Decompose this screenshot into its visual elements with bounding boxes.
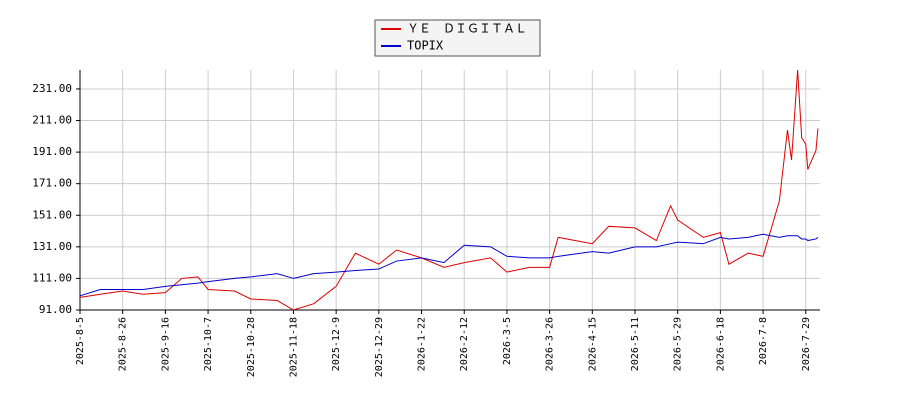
x-tick-label: 2026-7-8 <box>758 317 769 365</box>
y-tick-label: 171.00 <box>32 177 72 190</box>
x-tick-label: 2025-12-9 <box>331 317 342 371</box>
x-tick-label: 2026-1-22 <box>417 317 428 371</box>
legend-label: ＹＥ ＤＩＧＩＴＡＬ <box>407 22 527 36</box>
y-tick-label: 131.00 <box>32 240 72 253</box>
x-tick-label: 2025-11-18 <box>288 317 299 377</box>
y-tick-label: 151.00 <box>32 208 72 221</box>
y-tick-label: 91.00 <box>39 303 72 316</box>
series-line <box>79 69 819 311</box>
x-tick-label: 2025-8-5 <box>75 317 86 365</box>
x-tick-label: 2026-7-29 <box>801 317 812 371</box>
y-tick-label: 211.00 <box>32 114 72 127</box>
series-line <box>79 233 819 297</box>
x-tick-label: 2026-5-29 <box>673 317 684 371</box>
y-tick-label: 191.00 <box>32 145 72 158</box>
legend-box <box>374 19 541 57</box>
x-tick-label: 2025-10-28 <box>246 317 257 377</box>
x-tick-label: 2026-3-26 <box>545 317 556 371</box>
x-tick-label: 2026-4-15 <box>587 317 598 371</box>
x-tick-label: 2025-8-26 <box>118 317 129 371</box>
legend-label: TOPIX <box>407 39 444 53</box>
x-tick-label: 2026-5-11 <box>630 317 641 371</box>
y-tick-label: 231.00 <box>32 82 72 95</box>
x-tick-label: 2025-12-29 <box>374 317 385 377</box>
x-tick-label: 2026-6-18 <box>715 317 726 371</box>
x-tick-label: 2025-10-7 <box>203 317 214 371</box>
x-tick-label: 2026-3-5 <box>502 317 513 365</box>
x-tick-label: 2025-9-16 <box>160 317 171 371</box>
y-tick-label: 111.00 <box>32 271 72 284</box>
x-tick-label: 2026-2-12 <box>459 317 470 371</box>
